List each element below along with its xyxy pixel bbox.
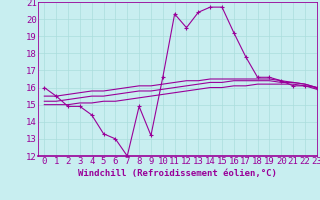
X-axis label: Windchill (Refroidissement éolien,°C): Windchill (Refroidissement éolien,°C) (78, 169, 277, 178)
